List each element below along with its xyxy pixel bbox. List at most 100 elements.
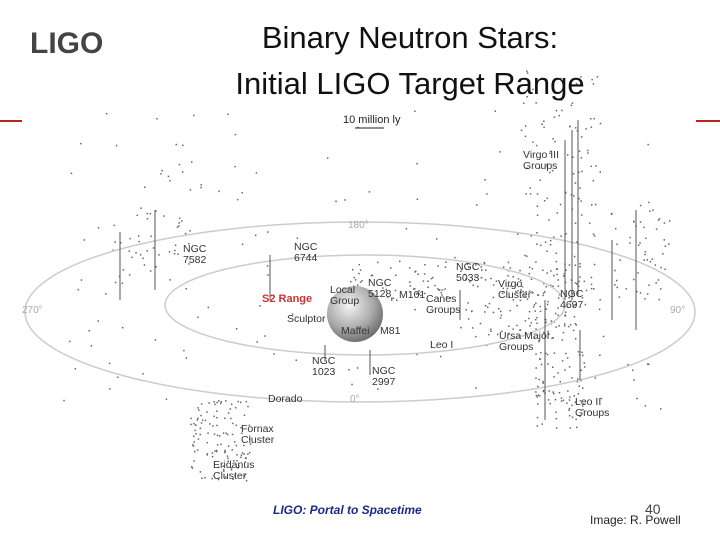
- dot: [577, 378, 579, 380]
- dot: [146, 250, 148, 252]
- dot: [163, 215, 165, 217]
- dot: [557, 314, 559, 317]
- dot: [178, 222, 180, 224]
- dot: [437, 265, 439, 267]
- dot: [558, 114, 561, 117]
- dot: [484, 279, 487, 281]
- dot: [143, 264, 146, 266]
- dot: [549, 244, 552, 246]
- dot: [377, 388, 379, 390]
- galaxy-label: NGC: [456, 261, 480, 273]
- dot: [492, 296, 495, 299]
- dot: [564, 191, 567, 194]
- dot: [570, 193, 573, 196]
- dot: [266, 265, 269, 267]
- dot: [560, 400, 563, 402]
- dot: [199, 433, 201, 436]
- dot: [539, 358, 541, 360]
- dot: [557, 297, 560, 299]
- dot: [417, 292, 419, 294]
- dot: [502, 266, 505, 268]
- dot: [552, 337, 554, 339]
- dot: [573, 255, 576, 258]
- dot: [213, 433, 216, 435]
- dot: [559, 203, 562, 206]
- dot: [196, 419, 199, 421]
- dot: [549, 284, 552, 287]
- dot: [556, 273, 558, 276]
- dot: [571, 404, 573, 407]
- dot: [616, 279, 618, 282]
- dot: [550, 320, 553, 322]
- dot: [486, 193, 488, 195]
- dot: [390, 297, 393, 300]
- galaxy-label: M101: [399, 289, 425, 301]
- dot: [544, 241, 547, 243]
- dot: [472, 284, 474, 287]
- dot: [529, 187, 531, 189]
- dot: [194, 429, 196, 432]
- galaxy-label: 5033: [456, 272, 480, 284]
- dot: [644, 251, 647, 253]
- dot: [572, 173, 575, 175]
- dot: [190, 466, 193, 468]
- dot: [220, 401, 222, 403]
- dot: [483, 261, 485, 264]
- dot: [416, 198, 419, 200]
- dot: [197, 438, 200, 440]
- dot: [199, 471, 202, 473]
- dot: [593, 288, 595, 290]
- dot: [506, 287, 509, 290]
- galaxy-label: Eridanus: [213, 459, 254, 471]
- dot: [591, 204, 593, 206]
- dot: [212, 425, 214, 427]
- dot: [524, 295, 526, 297]
- dot: [536, 322, 538, 324]
- dot: [547, 363, 549, 365]
- dot: [182, 144, 184, 147]
- dot: [520, 291, 522, 293]
- dot: [377, 261, 379, 264]
- dot: [574, 323, 577, 325]
- dot: [414, 271, 416, 273]
- dot: [206, 454, 208, 456]
- dot: [394, 289, 397, 292]
- dot: [427, 280, 429, 282]
- dot: [200, 184, 202, 186]
- dot: [113, 224, 116, 227]
- dot: [517, 233, 519, 235]
- dot: [418, 293, 420, 295]
- dot: [644, 405, 647, 407]
- dot: [537, 394, 540, 396]
- dot: [424, 264, 426, 266]
- dot: [546, 197, 549, 200]
- dot: [109, 388, 111, 390]
- dot: [529, 193, 532, 195]
- dot: [213, 401, 215, 403]
- dot: [399, 260, 401, 263]
- dot: [526, 167, 528, 170]
- dot: [193, 441, 195, 443]
- dot: [549, 152, 551, 155]
- dot: [226, 433, 229, 436]
- dot: [484, 305, 487, 307]
- dot: [188, 263, 190, 265]
- dot: [644, 253, 646, 256]
- dot: [553, 392, 555, 395]
- dot: [557, 285, 560, 287]
- dot: [224, 449, 226, 452]
- dot: [566, 357, 569, 359]
- dot: [578, 150, 581, 152]
- dot: [226, 455, 229, 457]
- dot: [181, 220, 183, 222]
- dot: [629, 236, 631, 239]
- dot: [657, 279, 660, 281]
- dot: [555, 417, 558, 420]
- dot: [466, 263, 469, 266]
- dot: [532, 141, 534, 143]
- dot: [387, 296, 389, 298]
- dot: [568, 366, 571, 368]
- dot: [495, 280, 498, 282]
- dot: [564, 323, 566, 325]
